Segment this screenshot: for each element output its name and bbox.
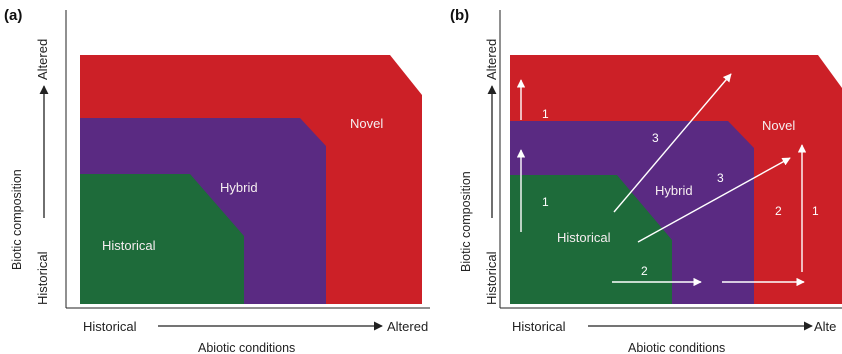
panel-b-novel-label: Novel: [762, 118, 795, 133]
panel-a-hybrid-label: Hybrid: [220, 180, 258, 195]
panel-b-arrow-3-lower: [637, 157, 791, 243]
panel-a-historical-label: Historical: [102, 238, 156, 253]
panel-b-hybrid-label: Hybrid: [655, 183, 693, 198]
panel-b-x-high-label: Alte: [814, 319, 836, 334]
panel-b-x-title: Abiotic conditions: [628, 341, 725, 354]
panel-b-y-high-label: Altered: [484, 39, 499, 80]
panel-a-x-high-label: Altered: [387, 319, 428, 334]
panel-b-y-title: Biotic composition: [459, 171, 473, 272]
panel-a-y-low-label: Historical: [35, 251, 50, 305]
panel-b-label-1-lower: 1: [542, 195, 549, 209]
panel-b-label-1-right: 1: [812, 204, 819, 218]
panel-a: (a) Novel Hybrid Historical Altered Hist…: [4, 7, 430, 354]
panel-a-y-title: Biotic composition: [10, 169, 24, 270]
panel-a-x-low-label: Historical: [83, 319, 137, 334]
panel-b-label-3-lower: 3: [717, 171, 724, 185]
panel-b-label: (b): [450, 7, 469, 24]
panel-b-label-1-upper: 1: [542, 107, 549, 121]
panel-a-y-high-label: Altered: [35, 39, 50, 80]
panel-b-label-2-bottom: 2: [641, 264, 648, 278]
panel-a-historical-region: [80, 174, 244, 304]
panel-b-historical-label: Historical: [557, 230, 611, 245]
panel-b-label-3-upper: 3: [652, 131, 659, 145]
panel-a-novel-label: Novel: [350, 116, 383, 131]
panel-b-x-low-label: Historical: [512, 319, 566, 334]
panel-b-label-2-right: 2: [775, 204, 782, 218]
panel-a-x-title: Abiotic conditions: [198, 341, 295, 354]
panel-b-arrow-3-upper: [613, 73, 732, 213]
panel-b-historical-region: [510, 175, 672, 304]
panel-b: (b) Novel Hybrid Historical 1 1 3 3 2 2 …: [450, 7, 842, 354]
panel-b-y-low-label: Historical: [484, 251, 499, 305]
panel-a-label: (a): [4, 7, 22, 24]
